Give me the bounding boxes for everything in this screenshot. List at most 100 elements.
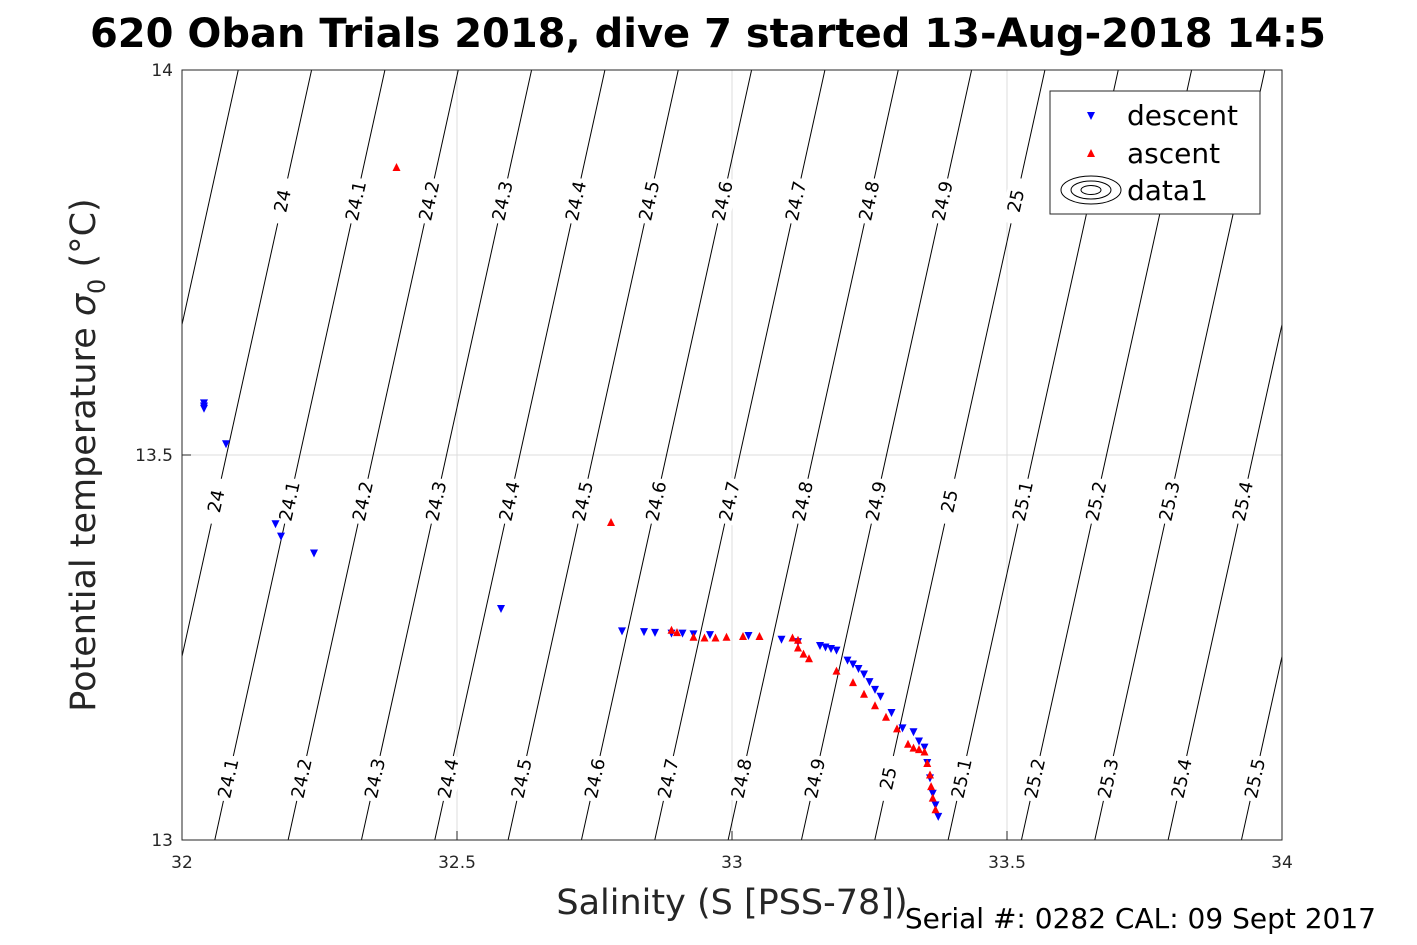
ascent-point xyxy=(794,643,802,652)
legend-data1-label: data1 xyxy=(1127,174,1208,207)
descent-point xyxy=(618,627,626,636)
contour-label-bg xyxy=(640,476,673,527)
legend: descent ascent data1 xyxy=(1049,90,1261,215)
ascent-point xyxy=(607,517,615,526)
isopycnal-line xyxy=(1371,0,1417,917)
descent-point xyxy=(909,728,918,737)
x-tick-label: 32 xyxy=(171,853,193,873)
contour-label-bg xyxy=(926,176,959,226)
legend-ascent-label: ascent xyxy=(1127,137,1220,170)
descent-point xyxy=(678,629,687,638)
descent-point xyxy=(887,708,896,717)
legend-descent-marker xyxy=(1087,112,1095,120)
descent-point xyxy=(640,628,648,637)
contour-label-bg xyxy=(706,176,739,226)
contour-label-bg xyxy=(212,753,245,804)
contour-label: 25 xyxy=(937,488,962,515)
serial-cal-footer: Serial #: 0282 CAL: 09 Sept 2017 xyxy=(905,902,1376,935)
descent-point xyxy=(915,737,923,746)
ascent-point xyxy=(711,633,720,642)
contour-label-bg xyxy=(579,753,611,804)
contour-label-bg xyxy=(432,753,465,804)
contour-label-bg xyxy=(780,176,812,226)
contour-label-bg xyxy=(799,753,831,804)
ascent-point xyxy=(788,633,797,642)
isopycnal-line xyxy=(1298,0,1417,917)
ascent-point xyxy=(882,712,890,721)
contour-label: 25 xyxy=(876,765,901,792)
descent-point xyxy=(744,631,753,640)
contour-label-bg xyxy=(1092,753,1125,804)
ascent-point xyxy=(904,739,912,748)
descent-point xyxy=(310,549,318,558)
y-axis-ticks: 13 13.5 14 xyxy=(135,61,191,851)
ascent-point xyxy=(871,701,879,710)
contour-label-bg xyxy=(652,753,685,804)
descent-point xyxy=(871,685,879,694)
ascent-point xyxy=(739,631,747,640)
descent-point xyxy=(854,665,863,674)
ascent-series xyxy=(392,163,940,814)
legend-descent-label: descent xyxy=(1127,99,1238,132)
contour-label-bg xyxy=(946,753,978,804)
descent-point xyxy=(497,605,505,613)
descent-point xyxy=(865,678,874,687)
ascent-point xyxy=(755,631,764,640)
ascent-point xyxy=(689,632,698,641)
chart-title: 620 Oban Trials 2018, dive 7 started 13-… xyxy=(90,11,1326,57)
descent-point xyxy=(934,812,943,821)
ascent-point xyxy=(931,805,940,814)
ascent-point xyxy=(927,782,936,791)
contour-label: 24 xyxy=(270,188,295,215)
isopycnal-line xyxy=(182,70,239,327)
x-tick-label: 33.5 xyxy=(988,853,1026,873)
contour-label-bg xyxy=(266,176,299,226)
contour-label-bg xyxy=(1239,753,1271,804)
y-tick-label: 13 xyxy=(151,831,173,851)
ascent-point xyxy=(920,747,929,756)
ascent-point xyxy=(893,724,901,733)
contour-label-bg xyxy=(486,176,519,226)
contour-label-bg xyxy=(560,176,592,226)
ascent-point xyxy=(392,163,401,172)
descent-point xyxy=(271,520,280,529)
contour-label-bg xyxy=(347,476,379,527)
y-tick-label: 14 xyxy=(151,61,173,81)
contour-label-bg xyxy=(1153,476,1186,527)
x-tick-label: 33 xyxy=(721,853,743,873)
contour-label: 25 xyxy=(1004,188,1029,215)
ascent-point xyxy=(805,654,813,663)
x-tick-label: 32.5 xyxy=(438,853,476,873)
contour-label-bg xyxy=(273,476,306,527)
contour-label-bg xyxy=(1000,176,1032,226)
descent-point xyxy=(843,656,852,665)
contour-label: 24 xyxy=(204,488,229,515)
contour-label-bg xyxy=(359,753,391,804)
descent-point xyxy=(860,670,868,679)
x-axis-label: Salinity (S [PSS-78]) xyxy=(556,883,907,923)
contour-label-bg xyxy=(200,476,233,527)
contour-label-bg xyxy=(1019,753,1051,804)
x-axis-ticks: 32 32.5 33 33.5 34 xyxy=(171,831,1293,873)
contour-label-bg xyxy=(493,476,526,527)
descent-point xyxy=(898,724,907,733)
contour-label-bg xyxy=(933,476,966,527)
ascent-point xyxy=(915,745,923,754)
contour-label-bg xyxy=(1007,476,1039,527)
ascent-point xyxy=(860,689,868,698)
contour-label-bg xyxy=(286,753,318,804)
contour-label-bg xyxy=(1080,476,1113,527)
descent-point xyxy=(832,646,841,655)
descent-point xyxy=(277,532,285,541)
contour-label-bg xyxy=(787,476,819,527)
descent-point xyxy=(876,692,885,701)
descent-point xyxy=(849,660,857,669)
contour-label-bg xyxy=(853,176,886,226)
contour-label-bg xyxy=(1166,753,1198,804)
ascent-point xyxy=(700,633,709,642)
contour-label-bg xyxy=(872,753,905,804)
legend-ascent-marker xyxy=(1087,149,1095,157)
descent-point xyxy=(706,631,714,640)
contour-label-bg xyxy=(713,476,746,527)
